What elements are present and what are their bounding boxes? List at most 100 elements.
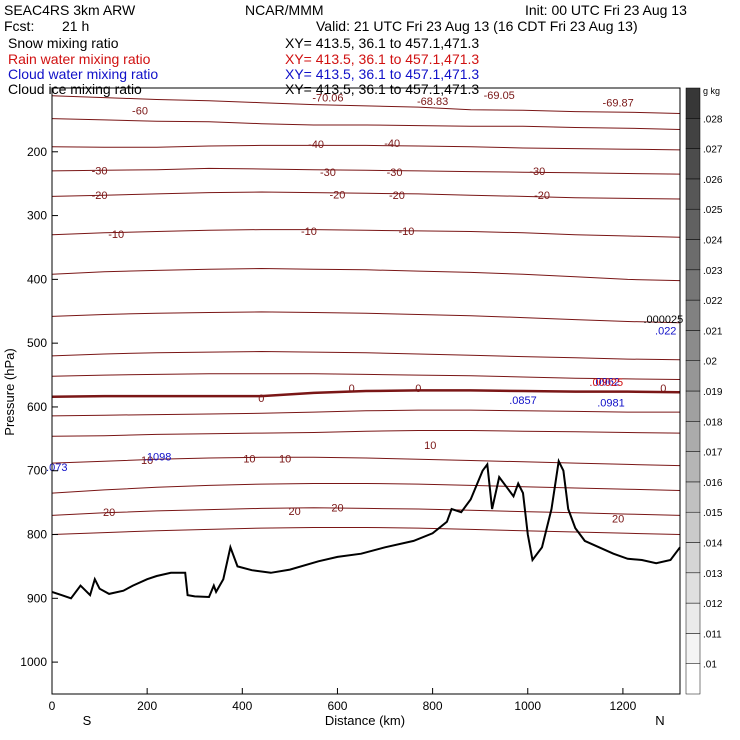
colorbar-swatch-3 [685,572,701,604]
colorbar-swatch-2 [685,602,701,634]
contour-line-16 [51,527,681,535]
colorbar-swatch-6 [685,481,701,513]
y-tick-label-3: 500 [27,336,47,350]
contour-label-24: 20 [331,503,343,515]
contour-label-2: -40 [384,138,400,150]
fcst-value: 21 h [62,18,90,34]
colorbar-swatch-17 [685,148,701,180]
contour-line-12 [51,430,681,437]
min-temp-label-1: -68.83 [417,96,448,108]
contour-label-18: 10 [141,455,153,467]
contour-line-9 [51,373,681,380]
contour-label-23: 20 [289,506,301,518]
colorbar-label-0: .01 [703,660,717,671]
y-axis-label: Pressure (hPa) [2,348,17,435]
colorbar-swatch-14 [685,239,701,271]
init-time: Init: 00 UTC Fri 23 Aug 13 [525,2,687,18]
y-tick-label-7: 900 [27,591,47,605]
colorbar-label-18: .028 [703,114,723,125]
y-tick-label-0: 200 [27,145,47,159]
colorbar-swatch-16 [685,178,701,210]
plot-frame [51,87,681,695]
contour-line-8 [51,350,681,361]
x-tick-label-5: 1000 [514,699,541,713]
colorbar-label-7: .017 [703,448,723,459]
contour-line-11 [51,409,680,417]
temperature-contours: -60 -40 -40 -30 -30 -30 -30 -20 -20 -20 -20 -10 -10 -… [51,90,681,535]
contour-line-5 [51,229,681,238]
terrain-layer [51,457,681,600]
colorbar: .01 .011 .012 .013 .014 .015 .016 .017 .018 .019.… [685,86,723,695]
contour-label-11: -10 [108,229,124,241]
valid-time: Valid: 21 UTC Fri 23 Aug 13 (16 CDT Fri … [316,18,638,34]
field-xy-cloud-water: XY= 413.5, 36.1 to 457.1,471.3 [285,66,480,82]
colorbar-swatch-10 [685,360,701,392]
contour-label-16: 0 [415,383,421,395]
colorbar-swatch-4 [685,542,701,574]
contour-label-25: 20 [612,514,624,526]
colorbar-label-9: .019 [703,387,723,398]
contour-line-2 [51,144,681,151]
x-tick-label-6: 1200 [610,699,637,713]
annotations: .1098 .0857 .0962 .0981 .073 .022 .00025 .00002… [46,314,683,474]
colorbar-unit: g kg [703,86,720,96]
endpoint-south: S [83,713,92,728]
min-temp-label-0: -70.06 [312,93,343,105]
x-tick-label-2: 400 [232,699,252,713]
y-tick-label-6: 800 [27,528,47,542]
cloud-water-label-3: .0981 [597,397,625,409]
contour-label-1: -40 [308,139,324,151]
colorbar-label-17: .027 [703,145,723,156]
colorbar-swatch-11 [685,330,701,361]
y-tick-label-5: 700 [27,464,47,478]
contour-line-13 [51,456,681,467]
colorbar-label-10: .02 [703,357,717,368]
contour-label-5: -30 [387,167,403,179]
contour-line-14 [51,483,681,494]
colorbar-swatch-18 [685,118,701,149]
contour-label-13: -10 [398,226,414,238]
contour-line-3 [51,167,681,175]
contour-line-7 [51,311,681,324]
center-title: NCAR/MMM [245,2,324,18]
contour-label-14: 0 [349,383,355,395]
contour-label-8: -20 [330,190,346,202]
colorbar-swatch-19 [685,87,701,119]
contour-label-7: -20 [92,190,108,202]
axes: 0 200 400 600 800 1000 12002003004005006007008… [20,145,636,713]
contour-label-3: -30 [92,165,108,177]
x-tick-label-4: 800 [423,699,443,713]
colorbar-label-12: .022 [703,296,723,307]
min-temp-label-2: -69.05 [484,90,515,102]
contour-line-4 [51,191,681,200]
endpoint-north: N [655,713,664,728]
contour-label-19: 10 [243,454,255,466]
colorbar-label-1: .011 [703,629,722,640]
colorbar-swatch-9 [685,390,701,422]
rain-label-0: .00025 [589,377,623,389]
colorbar-swatch-15 [685,208,701,240]
y-tick-label-2: 400 [27,272,47,286]
cloud-water-label-1: .0857 [509,395,537,407]
contour-label-4: -30 [320,167,336,179]
colorbar-swatch-0 [685,663,701,695]
cloud-water-label-0: .1098 [144,452,172,464]
colorbar-label-6: .016 [703,478,723,489]
colorbar-label-14: .024 [703,236,723,247]
colorbar-label-15: .025 [703,205,723,216]
cloud-water-label-4: .073 [46,462,67,474]
x-tick-label-3: 600 [327,699,347,713]
field-xy-snow: XY= 413.5, 36.1 to 457.1,471.3 [285,35,480,51]
contour-label-17: 0 [660,383,666,395]
field-name-cloud-ice: Cloud ice mixing ratio [8,81,142,97]
contour-label-9: -20 [389,190,405,202]
contour-label-20: 10 [279,454,291,466]
colorbar-swatch-12 [685,299,701,331]
y-tick-label-4: 600 [27,400,47,414]
field-xy-rain: XY= 413.5, 36.1 to 457.1,471.3 [285,51,480,67]
colorbar-label-8: .018 [703,417,723,428]
contour-label-12: -10 [301,226,317,238]
colorbar-label-5: .015 [703,508,723,519]
contour-label-21: 10 [424,440,436,452]
